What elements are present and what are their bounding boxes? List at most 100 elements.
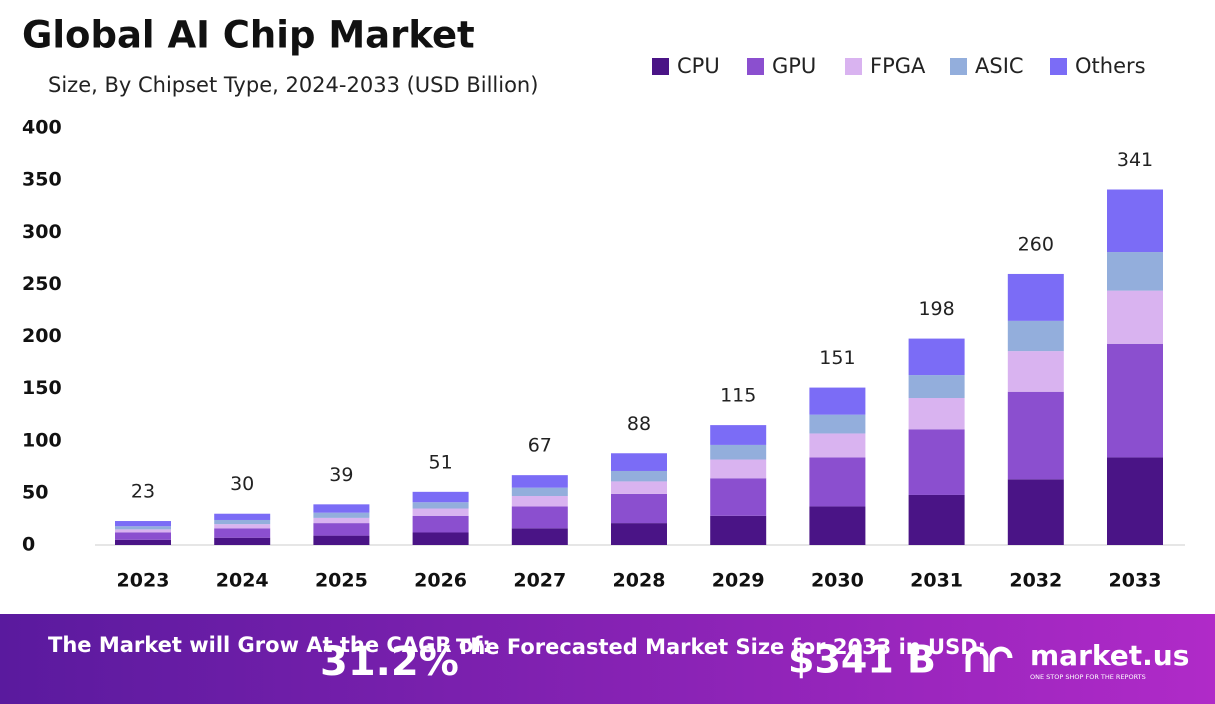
- forecast-value: $341 B: [788, 638, 936, 682]
- x-tick-label: 2029: [712, 570, 765, 592]
- bar-segment: [809, 457, 866, 507]
- legend-swatch: [845, 58, 862, 75]
- cagr-text: The Market will Grow At the CAGR of:: [48, 633, 491, 657]
- legend-swatch: [652, 58, 669, 75]
- bar-segment: [1107, 252, 1163, 291]
- legend-swatch: [747, 58, 764, 75]
- total-label: 23: [131, 481, 155, 503]
- bar-segment: [511, 475, 568, 488]
- bar-segment: [214, 513, 271, 520]
- footer-band: [0, 614, 1215, 704]
- bar-segment: [115, 529, 171, 533]
- bar-segment: [1107, 457, 1163, 545]
- bar-segment: [214, 519, 271, 525]
- bar-segment: [1107, 290, 1163, 344]
- bar-segment: [809, 506, 866, 545]
- bar-segment: [1107, 343, 1163, 458]
- bar-segment: [710, 478, 767, 516]
- y-tick-label: 250: [22, 273, 62, 295]
- bar-segment: [115, 539, 171, 545]
- y-tick-label: 400: [22, 117, 62, 139]
- legend-label: ASIC: [975, 54, 1024, 78]
- bar-segment: [511, 487, 568, 497]
- legend-label: GPU: [772, 54, 816, 78]
- bar-segment: [908, 375, 965, 399]
- x-tick-label: 2023: [117, 570, 170, 592]
- bar-segment: [710, 515, 767, 545]
- bar-segment: [412, 508, 469, 516]
- bar-segment: [908, 494, 965, 545]
- bar-segment: [809, 414, 866, 434]
- bar-segment: [710, 459, 767, 479]
- x-tick-label: 2030: [811, 570, 864, 592]
- y-tick-label: 100: [22, 429, 62, 451]
- bar-segment: [313, 523, 370, 536]
- x-tick-label: 2031: [910, 570, 963, 592]
- tagline: ONE STOP SHOP FOR THE REPORTS: [1030, 673, 1146, 681]
- y-tick-label: 300: [22, 221, 62, 243]
- total-label: 341: [1117, 149, 1153, 171]
- legend-label: Others: [1075, 54, 1146, 78]
- bar-segment: [313, 535, 370, 545]
- x-tick-label: 2025: [315, 570, 368, 592]
- bar-segment: [809, 433, 866, 458]
- x-tick-label: 2033: [1109, 570, 1162, 592]
- x-tick-label: 2024: [216, 570, 269, 592]
- bar-segment: [1007, 479, 1064, 545]
- legend-swatch: [1050, 58, 1067, 75]
- bar-segment: [1007, 351, 1064, 392]
- total-label: 115: [720, 385, 756, 407]
- legend-label: FPGA: [870, 54, 926, 78]
- bar-segment: [214, 528, 271, 538]
- total-label: 30: [230, 473, 254, 495]
- bar-segment: [412, 491, 469, 503]
- x-tick-label: 2032: [1009, 570, 1062, 592]
- legend: CPU GPU FPGA ASIC Others: [652, 54, 1146, 78]
- bar-segment: [809, 387, 866, 415]
- bar-segment: [1007, 391, 1064, 480]
- chart-subtitle: Size, By Chipset Type, 2024-2033 (USD Bi…: [48, 73, 538, 97]
- bar-segment: [115, 521, 171, 527]
- bar-segment: [412, 502, 469, 509]
- total-label: 260: [1018, 233, 1054, 255]
- bar-segment: [214, 537, 271, 545]
- bar-segment: [511, 528, 568, 545]
- bar-segment: [611, 470, 667, 482]
- bar-segment: [313, 512, 370, 518]
- bar-segment: [908, 398, 965, 430]
- bar-segment: [611, 523, 667, 545]
- total-label: 151: [819, 347, 855, 369]
- bar-segment: [908, 338, 965, 376]
- total-label: 88: [627, 413, 651, 435]
- bar-segment: [1107, 189, 1163, 253]
- bar-segment: [511, 506, 568, 529]
- bar-segment: [1007, 320, 1064, 352]
- total-label: 198: [918, 298, 954, 320]
- brand: market.us: [1030, 639, 1189, 672]
- bar-segment: [511, 496, 568, 507]
- x-tick-label: 2027: [513, 570, 566, 592]
- bar-segment: [214, 524, 271, 529]
- bar-segment: [412, 515, 469, 533]
- total-label: 67: [528, 435, 552, 457]
- y-tick-label: 50: [22, 481, 48, 503]
- legend-swatch: [950, 58, 967, 75]
- y-tick-label: 150: [22, 377, 62, 399]
- logo: [965, 646, 1013, 672]
- bar-segment: [115, 532, 171, 540]
- bar-segment: [710, 425, 767, 445]
- bar-segment: [611, 481, 667, 494]
- bar-segment: [908, 429, 965, 495]
- bar-segment: [313, 517, 370, 524]
- y-tick-label: 200: [22, 325, 62, 347]
- bar-segment: [1007, 273, 1064, 321]
- x-tick-label: 2028: [613, 570, 666, 592]
- cagr-value: 31.2%: [320, 639, 459, 685]
- bar-segment: [611, 493, 667, 524]
- bar-segment: [611, 453, 667, 471]
- bar-segment: [412, 532, 469, 545]
- total-label: 39: [329, 464, 353, 486]
- forecast-text: The Forecasted Market Size for 2033 in U…: [456, 635, 986, 659]
